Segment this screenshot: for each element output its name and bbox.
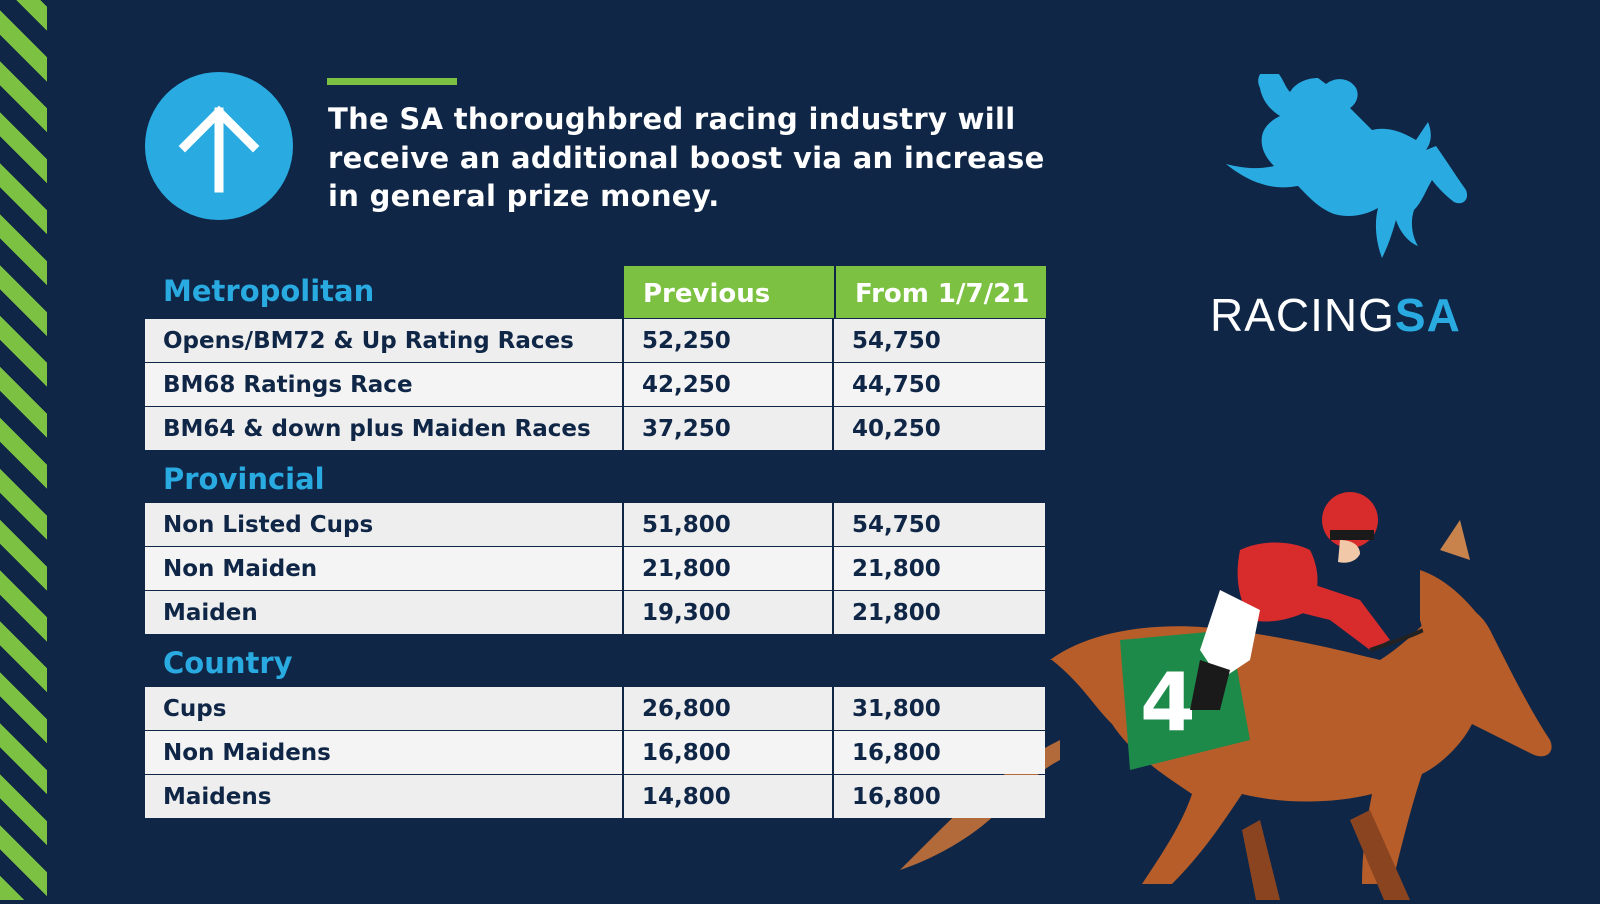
table-row: Non Listed Cups 51,800 54,750 [145,503,1045,546]
row-previous: 19,300 [624,591,834,634]
row-previous: 16,800 [624,731,834,774]
row-label: Maiden [145,591,624,634]
headline: The SA thoroughbred racing industry will… [328,102,1045,213]
section-title-metropolitan: Metropolitan [163,274,375,308]
row-new: 16,800 [852,784,941,810]
row-new: 54,750 [852,328,941,354]
prize-money-table: Metropolitan Previous From 1/7/21 Opens/… [145,266,1046,819]
row-label: Non Listed Cups [145,503,624,546]
row-label: BM68 Ratings Race [145,363,624,406]
column-header-previous: Previous [624,266,834,318]
row-previous: 52,250 [624,319,834,362]
svg-text:4: 4 [1140,656,1196,749]
row-label: Maidens [145,775,624,818]
section-title-country: Country [163,646,293,680]
table-row: BM68 Ratings Race 42,250 44,750 [145,363,1045,406]
logo-sa: SA [1394,289,1461,341]
diagonal-stripes [0,0,47,900]
row-label: Opens/BM72 & Up Rating Races [145,319,624,362]
row-new: 31,800 [852,696,941,722]
table-row: Non Maidens 16,800 16,800 [145,731,1045,774]
row-previous: 37,250 [624,407,834,450]
section-title-provincial: Provincial [163,462,325,496]
row-label: Non Maidens [145,731,624,774]
row-new: 16,800 [852,740,941,766]
row-new: 54,750 [852,512,941,538]
row-new: 21,800 [852,600,941,626]
up-arrow-icon [145,72,293,220]
racehorse-jockey-image: 4 [900,490,1560,904]
row-new: 44,750 [852,372,941,398]
table-row: BM64 & down plus Maiden Races 37,250 40,… [145,407,1045,450]
table-row: Cups 26,800 31,800 [145,687,1045,730]
row-new: 40,250 [852,416,941,442]
column-header-from-date: From 1/7/21 [836,266,1046,318]
row-previous: 14,800 [624,775,834,818]
row-previous: 21,800 [624,547,834,590]
row-previous: 51,800 [624,503,834,546]
row-new: 21,800 [852,556,941,582]
table-header-row: Metropolitan Previous From 1/7/21 [145,266,1046,319]
row-label: Cups [145,687,624,730]
table-row: Maidens 14,800 16,800 [145,775,1045,818]
racing-sa-horse-logo-icon [1206,69,1481,283]
accent-bar [327,78,457,85]
racing-sa-logo: RACINGSA [1210,288,1461,342]
logo-racing: RACING [1210,289,1395,341]
row-label: Non Maiden [145,547,624,590]
row-label: BM64 & down plus Maiden Races [145,407,624,450]
table-row: Opens/BM72 & Up Rating Races 52,250 54,7… [145,319,1045,362]
row-previous: 26,800 [624,687,834,730]
row-previous: 42,250 [624,363,834,406]
table-row: Maiden 19,300 21,800 [145,591,1045,634]
table-row: Non Maiden 21,800 21,800 [145,547,1045,590]
